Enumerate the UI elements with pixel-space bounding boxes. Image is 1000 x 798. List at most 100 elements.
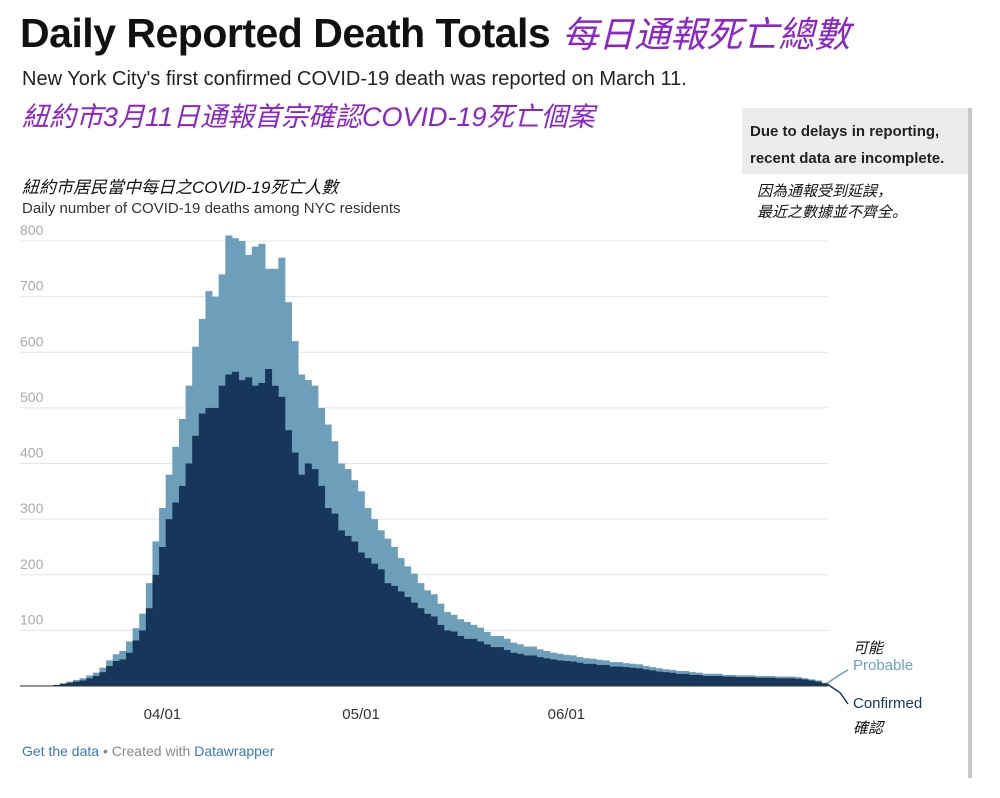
bar-probable [443, 612, 451, 631]
bar-confirmed [159, 546, 167, 686]
bar-confirmed [371, 563, 379, 686]
bar-confirmed [337, 530, 345, 686]
bar-probable [794, 677, 802, 679]
bar-probable [523, 646, 531, 656]
bar-probable [622, 663, 630, 668]
y-tick-label: 500 [20, 389, 44, 405]
bar-probable [324, 424, 332, 508]
bar-confirmed [324, 508, 332, 686]
bar-probable [529, 646, 537, 656]
bar-probable [132, 628, 140, 641]
legend-line-probable [827, 669, 849, 684]
bar-probable [284, 302, 292, 431]
bar-confirmed [437, 624, 445, 686]
created-with-text: Created with [111, 743, 191, 759]
bar-probable [695, 672, 703, 675]
bar-probable [675, 670, 683, 674]
bar-probable [702, 673, 710, 676]
bar-confirmed [225, 374, 233, 686]
bar-confirmed [86, 678, 94, 686]
bar-probable [384, 538, 392, 584]
bar-probable [728, 674, 736, 677]
bar-confirmed [589, 663, 597, 686]
bar-confirmed [655, 671, 663, 686]
bar-confirmed [649, 670, 657, 686]
bar-probable [377, 530, 385, 570]
side-divider [968, 174, 972, 778]
bar-probable [543, 650, 551, 659]
bar-probable [814, 680, 822, 682]
bar-probable [563, 654, 571, 661]
bar-probable [165, 474, 173, 520]
bar-probable [821, 682, 829, 684]
bar-confirmed [496, 647, 504, 686]
legend-probable-label: Probable [853, 657, 914, 674]
bar-confirmed [212, 407, 220, 686]
bar-confirmed [357, 552, 365, 686]
bar-confirmed [172, 502, 180, 686]
bar-probable [556, 653, 564, 661]
y-tick-label: 700 [20, 278, 44, 294]
bar-probable [218, 274, 226, 386]
bar-probable [298, 374, 306, 475]
bar-confirmed [669, 672, 677, 686]
chart-title-en: Daily number of COVID-19 deaths among NY… [22, 200, 401, 217]
bar-confirmed [735, 677, 743, 686]
bar-confirmed [304, 463, 312, 686]
bar-confirmed [185, 463, 193, 686]
bar-probable [549, 652, 557, 660]
bar-confirmed [543, 658, 551, 686]
bar-probable [212, 296, 220, 408]
bar-confirmed [318, 485, 326, 686]
bar-probable [139, 613, 147, 631]
bar-probable [72, 679, 81, 682]
bar-probable [159, 508, 167, 547]
bar-confirmed [794, 678, 802, 686]
bar-confirmed [642, 669, 650, 686]
x-tick-label: 05/01 [342, 706, 380, 723]
bar-confirmed [702, 675, 710, 686]
chart-title-zh: 紐約市居民當中每日之COVID-19死亡人數 [22, 178, 339, 197]
bar-confirmed [139, 630, 147, 686]
bar-probable [510, 642, 518, 653]
bar-confirmed [563, 660, 571, 686]
bar-confirmed [251, 385, 259, 686]
legend-line-confirmed [827, 683, 849, 705]
bar-confirmed [119, 659, 127, 686]
bar-confirmed [450, 631, 458, 686]
bar-confirmed [92, 675, 100, 686]
bar-probable [205, 291, 213, 408]
bar-confirmed [430, 616, 438, 686]
bar-confirmed [298, 474, 306, 686]
bar-probable [331, 441, 339, 514]
bar-confirmed [99, 672, 107, 686]
bar-probable [112, 654, 120, 661]
bar-confirmed [284, 430, 292, 686]
bar-confirmed [635, 668, 643, 686]
datawrapper-link[interactable]: Datawrapper [194, 743, 275, 759]
bar-confirmed [192, 435, 200, 686]
bar-confirmed [490, 647, 498, 686]
get-data-link[interactable]: Get the data [22, 743, 100, 759]
bar-confirmed [596, 664, 604, 686]
bar-confirmed [384, 583, 392, 686]
bar-confirmed [271, 385, 279, 686]
x-tick-label: 04/01 [144, 706, 182, 723]
bar-probable [106, 660, 114, 666]
bar-probable [768, 675, 776, 678]
bar-probable [198, 318, 206, 414]
bar-probable [172, 446, 180, 503]
bar-probable [318, 407, 326, 486]
bar-probable [536, 649, 544, 658]
bar-probable [616, 662, 624, 667]
note-zh-line-1: 因為通報受到延誤， [757, 183, 893, 200]
bar-confirmed [808, 680, 816, 686]
bar-probable [410, 573, 418, 603]
bar-probable [669, 669, 677, 673]
legend-confirmed-label: Confirmed [853, 695, 923, 712]
bar-confirmed [761, 677, 769, 686]
bar-probable [755, 675, 763, 678]
bar-probable [125, 641, 133, 653]
bar-confirmed [377, 569, 385, 686]
